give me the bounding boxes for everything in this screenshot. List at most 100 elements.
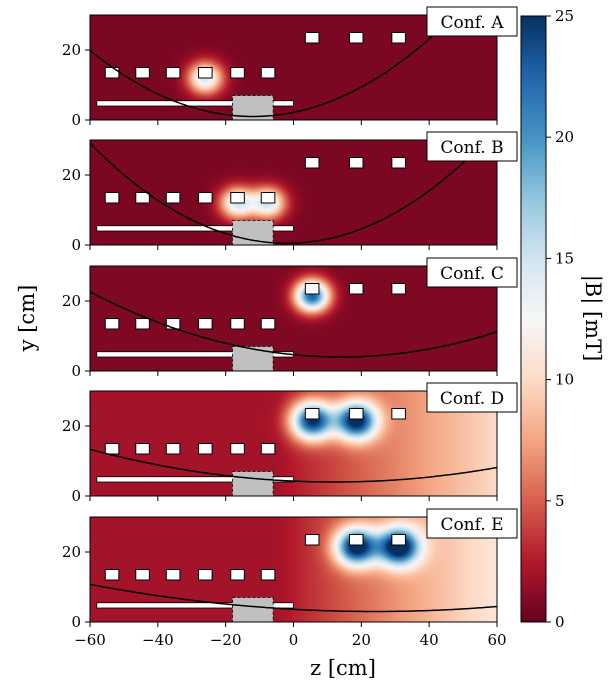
magnet <box>104 67 120 79</box>
config-label-box <box>426 131 518 162</box>
target-block <box>232 471 274 497</box>
rail <box>96 100 294 107</box>
colorbar-tick-label: 0 <box>555 613 565 631</box>
colorbar-ticks: 0 5 10 15 20 25 <box>546 7 574 631</box>
magnet <box>304 534 320 546</box>
config-label-box <box>426 6 518 37</box>
panel-1: 0 20 Conf. A <box>62 6 518 129</box>
magnet <box>230 443 245 455</box>
magnet <box>304 283 320 295</box>
panels: 0 20 Conf. A 0 20 Conf. B 0 20 Conf. C 0 20 Conf. D… <box>62 6 518 649</box>
trajectory-line <box>90 448 497 483</box>
target-block <box>232 346 274 372</box>
colorbar-gradient <box>520 15 547 623</box>
magnet <box>135 443 150 455</box>
rail <box>96 476 294 483</box>
magnet <box>198 67 213 79</box>
config-label-box <box>426 508 518 539</box>
x-tick-label: −20 <box>210 631 242 649</box>
magnet <box>135 318 150 330</box>
magnet <box>304 32 320 44</box>
magnet <box>260 318 276 330</box>
y-tick-label: 0 <box>71 111 81 129</box>
x-tick-label: −60 <box>74 631 106 649</box>
target-block <box>232 220 274 246</box>
y-tick-label: 0 <box>71 487 81 505</box>
y-tick-label: 20 <box>62 41 81 59</box>
magnet <box>260 67 276 79</box>
magnet <box>165 443 181 455</box>
magnet <box>165 318 181 330</box>
magnet <box>391 283 406 295</box>
colorbar-tick-label: 5 <box>555 492 565 510</box>
panel-5: 0 20 −60 −40 −20 0 20 40 60 Conf. E <box>62 508 518 649</box>
magnet <box>230 569 245 581</box>
magnet <box>104 569 120 581</box>
magnet <box>104 443 120 455</box>
rail <box>96 602 294 609</box>
colorbar-label: |B| [mT] <box>580 275 605 362</box>
magnet <box>348 283 364 295</box>
magnet <box>198 192 213 204</box>
y-tick-label: 20 <box>62 543 81 561</box>
x-tick-label: 40 <box>420 631 439 649</box>
x-axis-label: z [cm] <box>310 656 376 680</box>
colorbar-tick-label: 25 <box>555 7 574 25</box>
axis-labels: z [cm] y [cm] <box>15 285 376 680</box>
magnet <box>260 443 276 455</box>
target-block <box>232 597 274 623</box>
magnet <box>391 408 406 420</box>
magnet <box>391 157 406 169</box>
rail <box>96 225 294 232</box>
colorbar-tick-label: 10 <box>555 371 574 389</box>
magnet <box>260 569 276 581</box>
magnet <box>165 192 181 204</box>
magnet <box>260 192 276 204</box>
magnet <box>135 569 150 581</box>
panel-4: 0 20 Conf. D <box>62 382 518 505</box>
x-tick-label: 0 <box>289 631 299 649</box>
magnet <box>165 569 181 581</box>
y-tick-label: 0 <box>71 362 81 380</box>
config-label: Conf. C <box>440 264 504 284</box>
x-tick-label: −40 <box>142 631 174 649</box>
magnet <box>304 408 320 420</box>
magnet <box>104 192 120 204</box>
trajectory-line <box>90 15 456 118</box>
y-axis-label: y [cm] <box>15 285 39 353</box>
magnet <box>348 32 364 44</box>
magnet <box>165 67 181 79</box>
trajectory-line <box>90 583 497 613</box>
magnet <box>230 192 245 204</box>
magnet <box>348 408 364 420</box>
trajectory-line <box>90 140 488 245</box>
magnet <box>198 443 213 455</box>
y-tick-label: 20 <box>62 292 81 310</box>
x-tick-label: 20 <box>352 631 371 649</box>
y-tick-label: 0 <box>71 613 81 631</box>
panel-3: 0 20 Conf. C <box>62 257 518 380</box>
magnet <box>230 67 245 79</box>
magnet <box>230 318 245 330</box>
config-label: Conf. B <box>440 138 503 158</box>
magnet <box>104 318 120 330</box>
magnet <box>348 157 364 169</box>
panel-2: 0 20 Conf. B <box>62 131 518 254</box>
config-label-box <box>426 382 518 413</box>
colorbar-tick-label: 20 <box>555 128 574 146</box>
y-tick-label: 0 <box>71 236 81 254</box>
colorbar: 0 5 10 15 20 25 |B| [mT] <box>520 7 605 631</box>
colorbar-tick-label: 15 <box>555 249 574 267</box>
config-label: Conf. E <box>440 515 503 535</box>
magnet <box>135 192 150 204</box>
config-label: Conf. D <box>440 389 504 409</box>
x-tick-label: 60 <box>487 631 506 649</box>
config-label: Conf. A <box>441 13 505 33</box>
magnet <box>391 32 406 44</box>
magnet <box>348 534 364 546</box>
y-tick-label: 20 <box>62 166 81 184</box>
y-tick-label: 20 <box>62 417 81 435</box>
magnet <box>198 569 213 581</box>
magnet <box>304 157 320 169</box>
